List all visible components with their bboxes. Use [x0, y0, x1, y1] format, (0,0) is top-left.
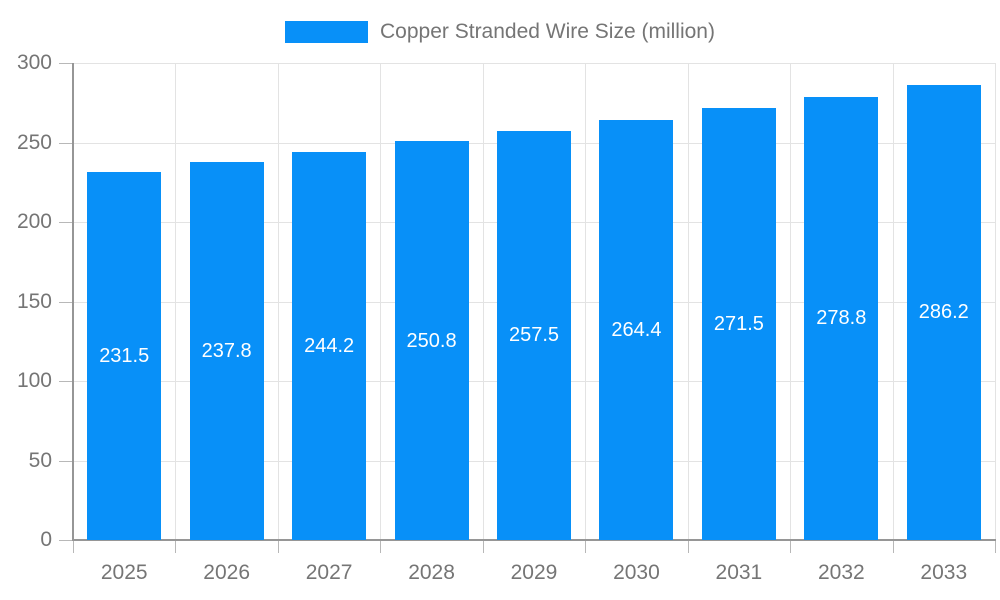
- y-axis-tick: [59, 460, 73, 462]
- y-axis-tick: [59, 540, 73, 541]
- x-axis-tick-label: 2032: [817, 561, 865, 584]
- bar-value-label: 286.2: [918, 301, 969, 324]
- x-axis-tick: [175, 540, 177, 553]
- y-axis-tick-label: 150: [16, 289, 52, 313]
- bar-value-label: 264.4: [611, 318, 662, 341]
- y-axis-tick: [59, 301, 73, 303]
- y-axis-tick: [59, 142, 73, 144]
- x-axis-tick-label: 2027: [305, 561, 353, 584]
- gridline-vertical: [892, 63, 894, 540]
- x-axis-tick: [995, 540, 996, 553]
- gridline-vertical: [585, 63, 587, 540]
- y-axis-tick: [59, 63, 73, 64]
- y-axis-tick-label: 200: [16, 210, 52, 233]
- x-axis-tick-label: 2025: [100, 561, 148, 584]
- y-axis-tick-label: 100: [16, 369, 52, 392]
- x-axis-tick-label: 2033: [920, 561, 968, 584]
- x-axis-tick-label: 2029: [510, 561, 558, 584]
- bar-2029[interactable]: [497, 130, 571, 540]
- gridline-vertical: [995, 63, 996, 540]
- y-axis-tick-label: 250: [16, 130, 52, 154]
- x-axis-tick-label: 2028: [408, 561, 455, 584]
- chart-legend[interactable]: Copper Stranded Wire Size (million): [0, 20, 1000, 44]
- x-axis-tick: [585, 540, 587, 553]
- bar-2025[interactable]: [87, 171, 162, 540]
- bar-value-label: 257.5: [508, 324, 560, 347]
- gridline-vertical: [175, 63, 177, 540]
- x-axis-tick: [277, 540, 279, 553]
- bar-value-label: 231.5: [99, 344, 150, 367]
- y-axis-tick: [59, 381, 73, 382]
- gridline-vertical: [687, 63, 689, 540]
- x-axis-tick: [482, 540, 484, 553]
- bar-2026[interactable]: [189, 161, 264, 540]
- bar-value-label: 250.8: [406, 329, 457, 352]
- x-axis-tick: [790, 540, 792, 553]
- gridline-vertical: [277, 63, 279, 540]
- bar-2033[interactable]: [906, 84, 981, 540]
- legend-swatch-icon: [285, 21, 369, 43]
- bar-2032[interactable]: [804, 96, 879, 540]
- y-axis-tick-label: 50: [28, 448, 52, 472]
- bar-2031[interactable]: [701, 108, 776, 540]
- x-axis-line: [72, 539, 996, 541]
- y-axis-tick-label: 0: [40, 528, 52, 551]
- gridline-vertical: [380, 63, 382, 540]
- x-axis-tick: [687, 540, 689, 553]
- x-axis-tick-label: 2026: [203, 561, 251, 584]
- x-axis-tick-label: 2031: [715, 561, 763, 584]
- x-axis-tick: [380, 540, 382, 553]
- bar-2030[interactable]: [599, 119, 674, 540]
- gridline-vertical: [790, 63, 792, 540]
- y-axis-tick: [59, 222, 73, 223]
- gridline-horizontal: [73, 63, 995, 64]
- x-axis-tick-label: 2030: [613, 561, 660, 584]
- y-axis-tick-label: 300: [16, 51, 52, 74]
- x-axis-tick: [73, 540, 74, 553]
- gridline-vertical: [482, 63, 484, 540]
- x-axis-tick: [892, 540, 894, 553]
- bar-2027[interactable]: [292, 151, 367, 540]
- bar-value-label: 237.8: [201, 339, 252, 362]
- bar-2028[interactable]: [394, 141, 469, 540]
- bar-value-label: 278.8: [816, 307, 867, 330]
- legend-label: Copper Stranded Wire Size (million): [380, 20, 715, 43]
- bar-value-label: 271.5: [713, 313, 764, 336]
- bar-value-label: 244.2: [304, 334, 355, 357]
- y-axis-line: [72, 63, 74, 541]
